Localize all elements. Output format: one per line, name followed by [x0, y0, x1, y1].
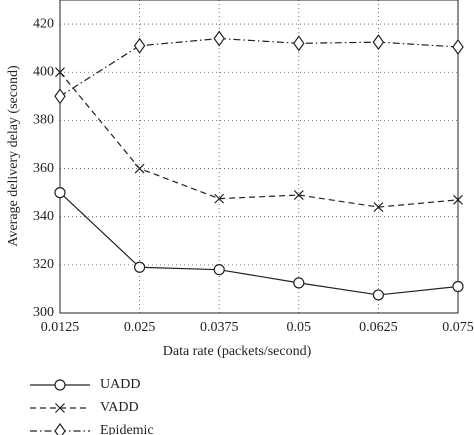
marker — [133, 37, 146, 54]
y-tick-label: 300 — [33, 305, 54, 320]
x-tick-label: 0.05 — [287, 320, 312, 335]
y-axis-label: Average delivery delay (second) — [6, 65, 21, 247]
y-tick-label: 420 — [33, 16, 54, 31]
marker — [452, 280, 464, 293]
marker — [293, 190, 304, 200]
marker — [54, 88, 66, 105]
marker — [213, 264, 225, 276]
x-tick-label: 0.0375 — [200, 320, 239, 335]
y-tick-label: 320 — [33, 257, 54, 272]
series-line — [59, 37, 459, 97]
marker — [54, 187, 66, 199]
legend-marker — [55, 403, 65, 413]
legend-marker — [54, 379, 66, 391]
series-line — [59, 71, 459, 208]
marker — [373, 202, 384, 212]
y-tick-label: 340 — [33, 209, 54, 224]
series-line — [59, 192, 459, 296]
marker — [214, 193, 225, 204]
x-tick-label: 0.0125 — [41, 320, 80, 335]
x-tick-label: 0.025 — [124, 320, 156, 335]
marker — [134, 163, 145, 174]
x-tick-label: 0.0625 — [359, 320, 398, 335]
y-tick-label: 380 — [33, 113, 54, 128]
legend-label: VADD — [100, 400, 139, 415]
marker — [293, 35, 305, 52]
marker — [453, 194, 463, 205]
legend-label: Epidemic — [100, 423, 154, 435]
marker — [372, 289, 384, 301]
marker — [55, 67, 65, 78]
plot-frame — [59, 0, 459, 314]
marker — [372, 34, 385, 51]
x-axis-label: Data rate (packets/second) — [163, 344, 312, 359]
y-tick-label: 400 — [33, 64, 54, 79]
marker — [213, 30, 225, 47]
x-tick-label: 0.075 — [442, 320, 474, 335]
marker — [134, 261, 146, 273]
legend-label: UADD — [100, 377, 140, 392]
marker — [293, 277, 305, 289]
legend-marker — [54, 422, 66, 435]
marker — [452, 38, 464, 55]
y-tick-label: 360 — [33, 161, 54, 176]
